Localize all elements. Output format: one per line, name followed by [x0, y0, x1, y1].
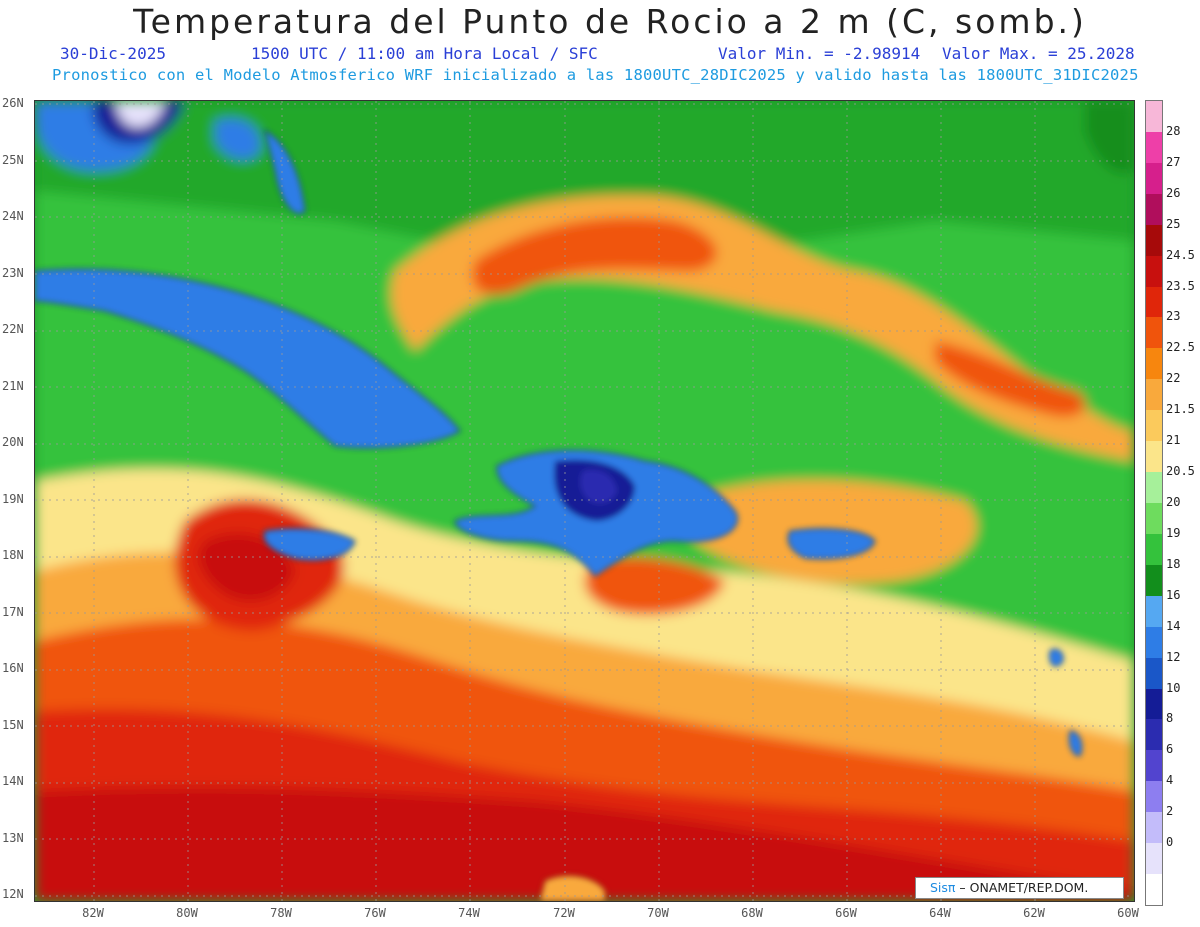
lon-label-76w: 76W	[364, 906, 386, 920]
lat-label-14n: 14N	[2, 774, 24, 788]
colorbar-swatch	[1146, 719, 1162, 751]
colorbar-swatch	[1146, 874, 1162, 905]
lat-label-18n: 18N	[2, 548, 24, 562]
lat-label-19n: 19N	[2, 492, 24, 506]
colorbar-label: 10	[1166, 680, 1181, 695]
colorbar-swatch	[1146, 317, 1162, 349]
colorbar-label: 14	[1166, 618, 1181, 633]
lon-label-80w: 80W	[176, 906, 198, 920]
color-scale-bar	[1145, 100, 1163, 906]
colorbar-swatch	[1146, 410, 1162, 442]
lat-label-13n: 13N	[2, 831, 24, 845]
colorbar-label: 4	[1166, 773, 1174, 788]
colorbar-swatch	[1146, 502, 1162, 534]
lat-label-25n: 25N	[2, 153, 24, 167]
lat-label-21n: 21N	[2, 379, 24, 393]
colorbar-swatch	[1146, 812, 1162, 844]
colorbar-label: 22.5	[1166, 340, 1195, 355]
colorbar-label: 6	[1166, 742, 1174, 757]
colorbar-swatch	[1146, 131, 1162, 163]
colorbar-swatch	[1146, 162, 1162, 194]
lat-label-12n: 12N	[2, 887, 24, 901]
forecast-date: 30-Dic-2025	[60, 44, 166, 63]
colorbar-label: 20.5	[1166, 464, 1195, 479]
colorbar-swatch	[1146, 101, 1162, 132]
credit-box: Sisπ – ONAMET/REP.DOM.	[915, 877, 1124, 899]
dewpoint-map	[34, 100, 1135, 902]
colorbar-swatch	[1146, 750, 1162, 782]
lon-label-74w: 74W	[458, 906, 480, 920]
lat-label-16n: 16N	[2, 661, 24, 675]
colorbar-swatch	[1146, 781, 1162, 813]
min-value: Valor Min. = -2.98914	[718, 44, 921, 63]
colorbar-swatch	[1146, 657, 1162, 689]
colorbar-swatch	[1146, 595, 1162, 627]
lon-label-64w: 64W	[929, 906, 951, 920]
colorbar-label: 25	[1166, 216, 1181, 231]
colorbar-label: 23	[1166, 309, 1181, 324]
dewpoint-field	[35, 101, 1134, 901]
land-masses	[35, 130, 1083, 901]
lat-label-15n: 15N	[2, 718, 24, 732]
colorbar-label: 2	[1166, 804, 1174, 819]
colorbar-swatch	[1146, 626, 1162, 658]
credit-sis: Sis	[930, 880, 948, 895]
colorbar-swatch	[1146, 286, 1162, 318]
lon-label-72w: 72W	[553, 906, 575, 920]
colorbar-label: 23.5	[1166, 278, 1195, 293]
colorbar-swatch	[1146, 533, 1162, 565]
colorbar-label: 8	[1166, 711, 1174, 726]
colorbar-label: 12	[1166, 649, 1181, 664]
colorbar-label: 21.5	[1166, 402, 1195, 417]
colorbar-swatch	[1146, 843, 1162, 875]
colorbar-label: 16	[1166, 587, 1181, 602]
lat-label-20n: 20N	[2, 435, 24, 449]
colorbar-label: 20	[1166, 495, 1181, 509]
lat-label-26n: 26N	[2, 96, 24, 110]
lat-label-22n: 22N	[2, 322, 24, 336]
lat-lon-grid	[35, 101, 1134, 901]
lon-label-66w: 66W	[835, 906, 857, 920]
colorbar-label: 21	[1166, 433, 1181, 448]
colorbar-label: 26	[1166, 185, 1181, 200]
model-info-line: Pronostico con el Modelo Atmosferico WRF…	[52, 66, 1139, 84]
map-title: Temperatura del Punto de Rocio a 2 m (C,…	[133, 2, 1087, 41]
forecast-time: 1500 UTC / 11:00 am Hora Local / SFC	[251, 44, 598, 63]
max-value: Valor Max. = 25.2028	[942, 44, 1135, 63]
lon-label-60w: 60W	[1117, 906, 1139, 920]
colorbar-swatch	[1146, 472, 1162, 503]
credit-pi: π	[947, 880, 956, 895]
colorbar-label: 0	[1166, 835, 1174, 850]
lat-label-24n: 24N	[2, 209, 24, 223]
credit-agency: – ONAMET/REP.DOM.	[955, 880, 1089, 895]
lat-label-23n: 23N	[2, 266, 24, 280]
lat-label-17n: 17N	[2, 605, 24, 619]
colorbar-swatch	[1146, 348, 1162, 380]
colorbar-label: 28	[1166, 123, 1181, 138]
colorbar-swatch	[1146, 441, 1162, 473]
colorbar-label: 22	[1166, 371, 1181, 386]
colorbar-swatch	[1146, 688, 1162, 720]
lon-label-68w: 68W	[741, 906, 763, 920]
lon-label-82w: 82W	[82, 906, 104, 920]
colorbar-label: 24.5	[1166, 247, 1195, 262]
lon-label-70w: 70W	[647, 906, 669, 920]
colorbar-swatch	[1146, 224, 1162, 256]
lon-label-62w: 62W	[1023, 906, 1045, 920]
colorbar-swatch	[1146, 564, 1162, 596]
colorbar-label: 19	[1166, 525, 1181, 540]
colorbar-label: 18	[1166, 556, 1181, 571]
lon-label-78w: 78W	[270, 906, 292, 920]
colorbar-swatch	[1146, 193, 1162, 225]
colorbar-swatch	[1146, 379, 1162, 411]
colorbar-label: 27	[1166, 154, 1181, 169]
colorbar-swatch	[1146, 255, 1162, 287]
